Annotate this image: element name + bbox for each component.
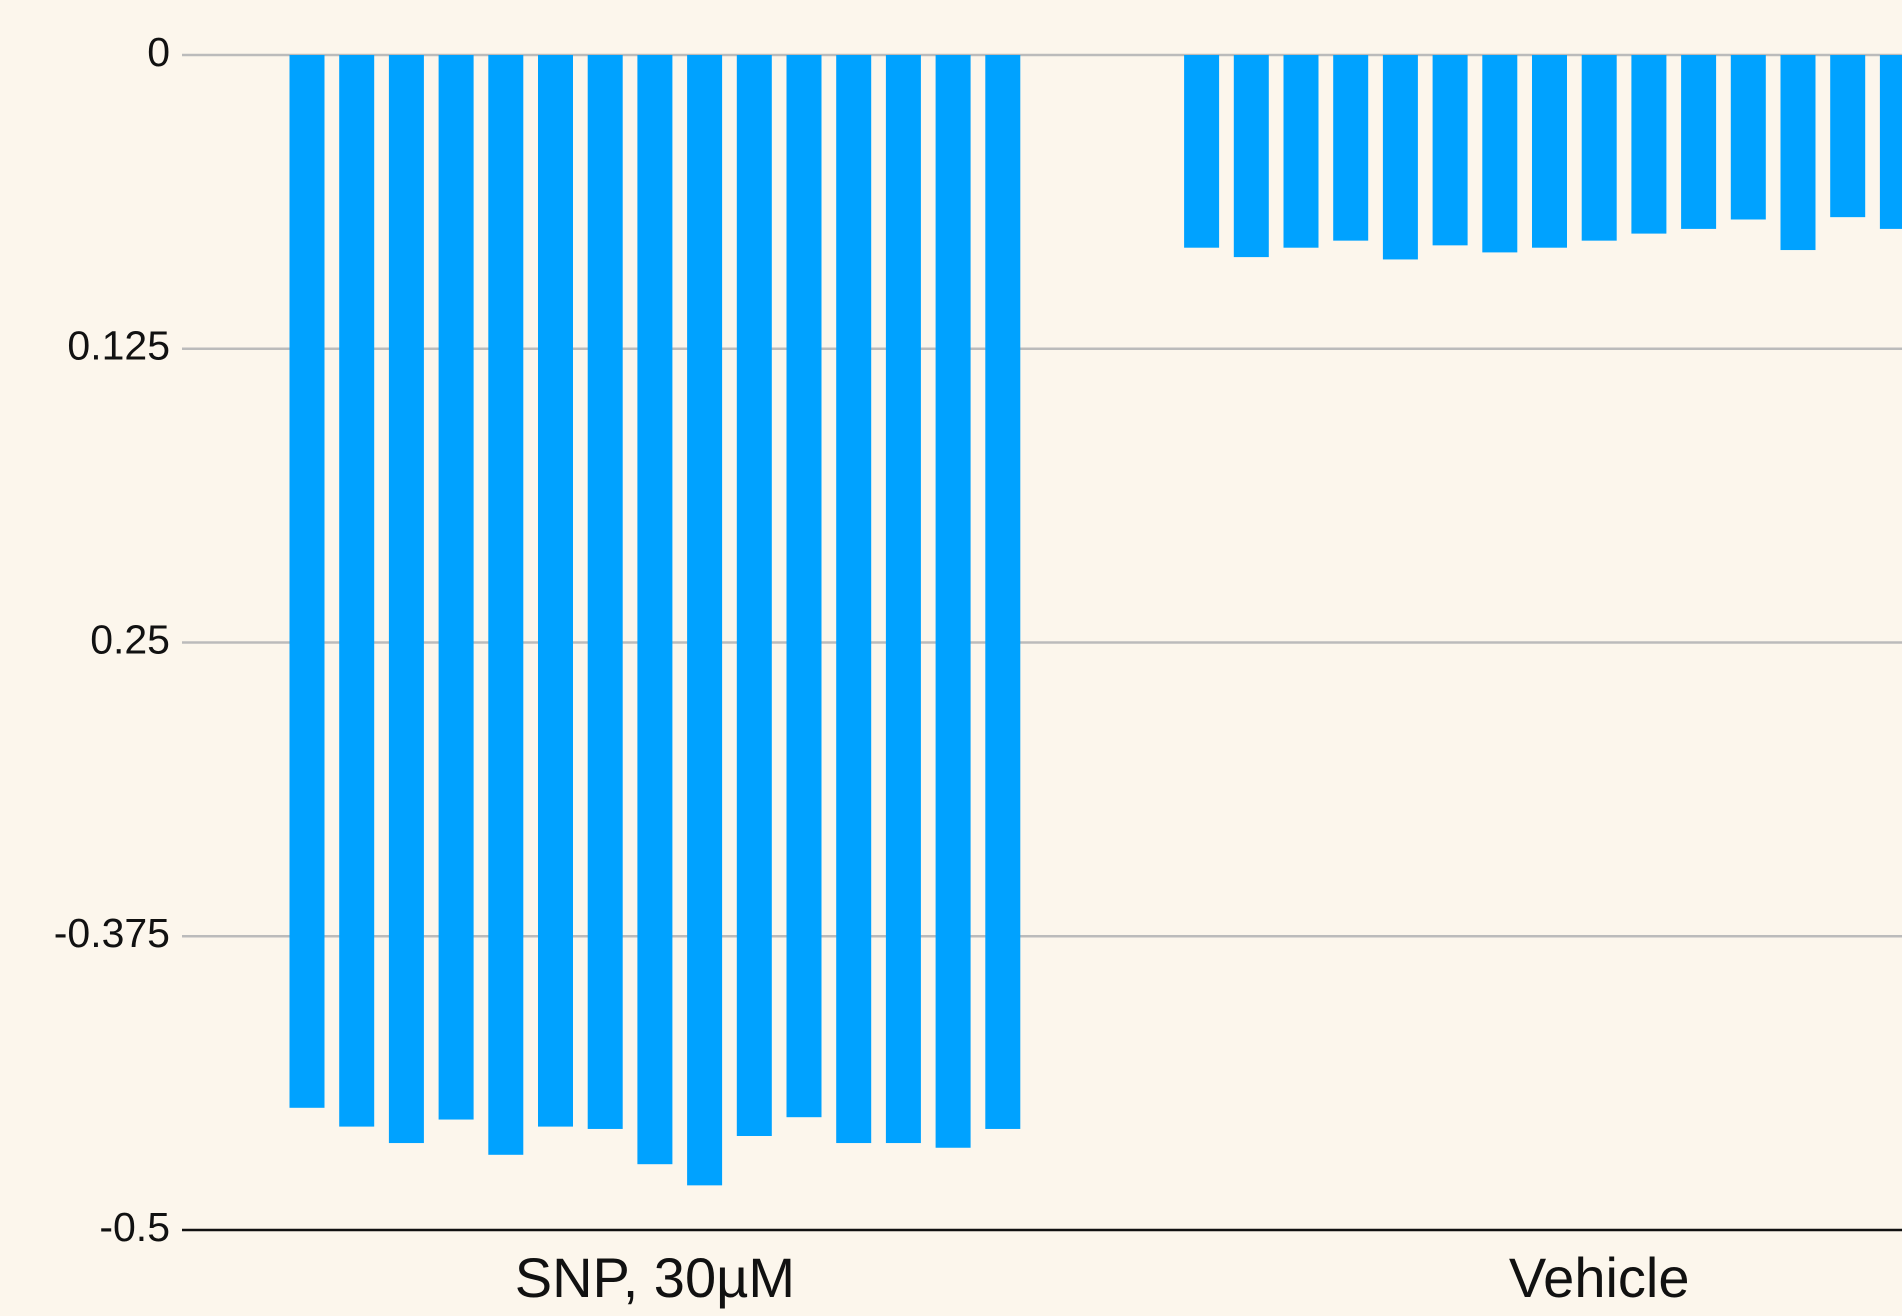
bar	[1283, 55, 1319, 248]
bar	[736, 55, 772, 1136]
bar	[1482, 55, 1518, 253]
bar	[885, 55, 921, 1144]
y-tick-label: 0.25	[90, 616, 170, 662]
bar	[935, 55, 971, 1148]
bar	[1879, 55, 1902, 229]
bar	[1631, 55, 1667, 234]
bar	[1581, 55, 1617, 241]
bar	[637, 55, 673, 1165]
bar	[1233, 55, 1269, 258]
bar	[1780, 55, 1816, 251]
bar	[1432, 55, 1468, 246]
bar	[488, 55, 524, 1155]
bar	[1681, 55, 1717, 229]
bar	[1532, 55, 1567, 248]
bar	[538, 55, 573, 1127]
bar	[587, 55, 623, 1129]
bar	[1382, 55, 1418, 260]
bar	[786, 55, 822, 1118]
bar	[836, 55, 872, 1144]
y-tick-label: 0.125	[67, 323, 170, 369]
y-tick-label: 0	[147, 29, 170, 75]
bar	[1333, 55, 1369, 241]
y-tick-label: -0.5	[99, 1204, 170, 1250]
bar	[388, 55, 424, 1144]
x-tick-label: Vehicle	[1509, 1246, 1690, 1309]
bar	[438, 55, 474, 1120]
bar	[1830, 55, 1866, 218]
bar	[289, 55, 325, 1108]
bar	[1730, 55, 1766, 220]
bar	[687, 55, 723, 1186]
bar	[1184, 55, 1220, 248]
y-tick-label: -0.375	[54, 910, 170, 956]
bar	[985, 55, 1021, 1129]
x-tick-label: SNP, 30µM	[515, 1246, 795, 1309]
bar	[339, 55, 375, 1127]
